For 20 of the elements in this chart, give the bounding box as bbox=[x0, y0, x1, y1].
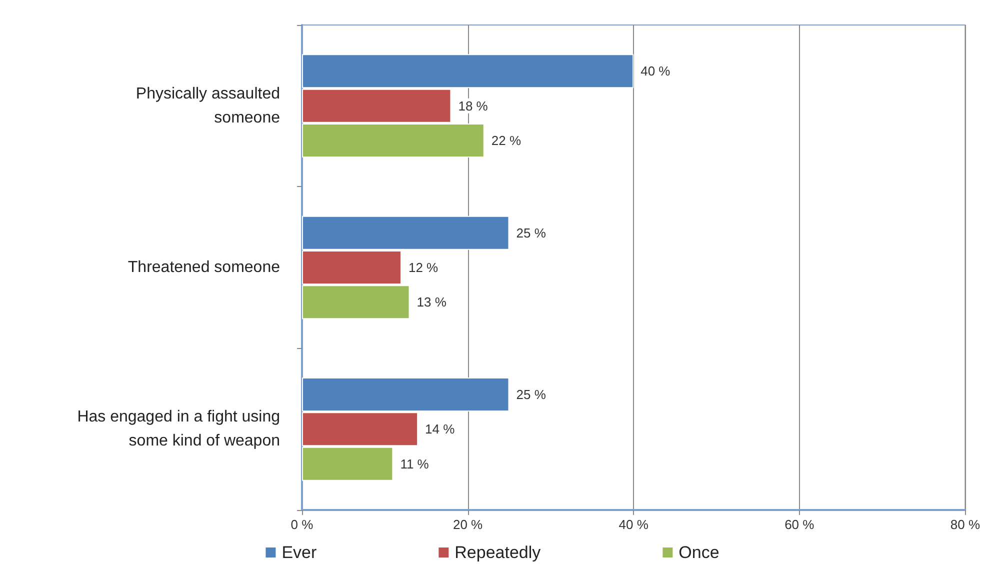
legend-label: Once bbox=[678, 543, 720, 562]
legend-label: Repeatedly bbox=[454, 543, 542, 562]
legend-label: Ever bbox=[282, 543, 317, 562]
data-label: 12 % bbox=[408, 260, 439, 275]
data-label: 25 % bbox=[516, 386, 546, 402]
y-tick-label: Threatened someone bbox=[128, 259, 280, 276]
x-tick-label: 0 % bbox=[290, 517, 314, 532]
y-tick-label: Has engaged in a fight using some kind of weapon bbox=[77, 408, 280, 450]
y-tick-label: Physically assaulted someone bbox=[136, 85, 280, 126]
data-label: 40 % bbox=[640, 64, 671, 79]
data-label: 18 % bbox=[458, 98, 488, 114]
x-tick-label: 60 % bbox=[784, 517, 815, 532]
data-label: 11 % bbox=[400, 456, 430, 472]
x-tick-label: 20 % bbox=[452, 517, 484, 532]
x-tick-label: 40 % bbox=[618, 517, 649, 532]
x-tick-label: 80 % bbox=[950, 517, 980, 532]
data-label: 13 % bbox=[416, 294, 447, 310]
data-label: 22 % bbox=[491, 133, 522, 148]
data-label: 14 % bbox=[425, 422, 456, 437]
data-label: 25 % bbox=[516, 225, 546, 240]
